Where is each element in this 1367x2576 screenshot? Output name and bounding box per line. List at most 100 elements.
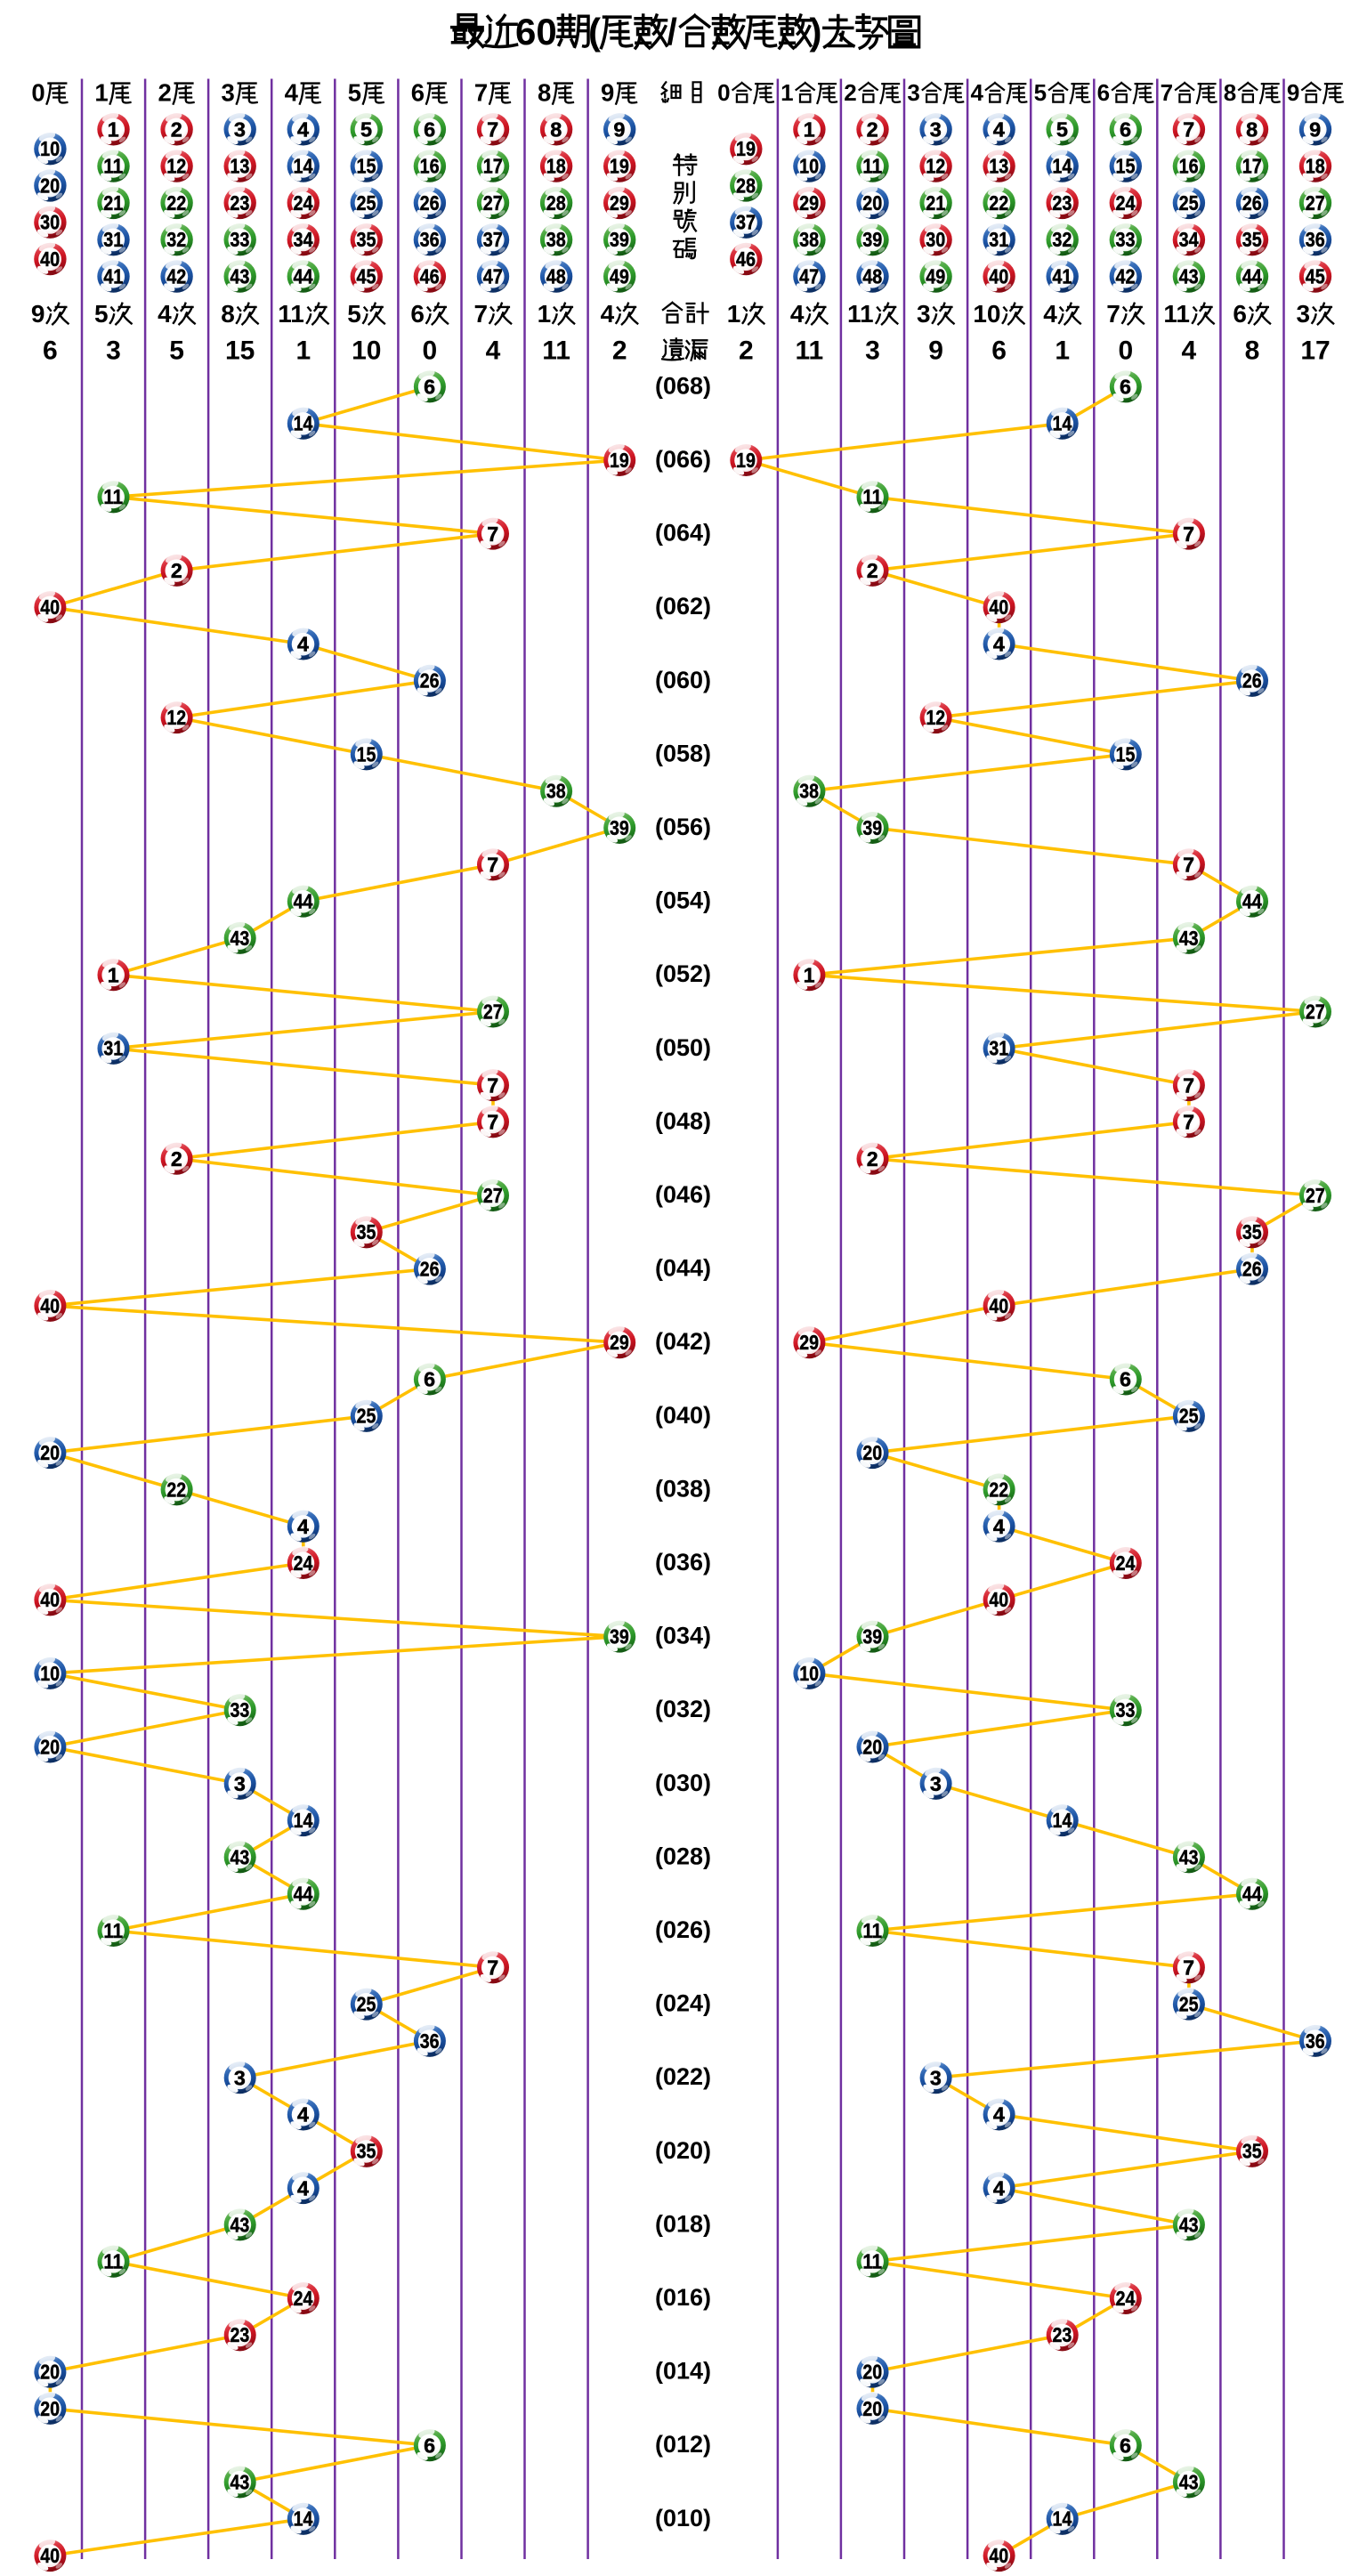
svg-text:33: 33: [1116, 228, 1136, 251]
svg-text:(054): (054): [655, 887, 711, 914]
svg-text:25: 25: [357, 191, 376, 215]
svg-text:29: 29: [610, 1331, 629, 1354]
svg-text:5: 5: [1056, 118, 1068, 142]
svg-text:14: 14: [1052, 155, 1072, 178]
svg-text:38: 38: [546, 228, 566, 251]
svg-text:7: 7: [487, 1111, 498, 1134]
svg-text:3: 3: [234, 2066, 246, 2089]
svg-text:4: 4: [993, 2103, 1005, 2126]
svg-text:31: 31: [103, 1037, 123, 1060]
svg-text:17: 17: [1300, 336, 1330, 366]
svg-text:4: 4: [285, 79, 299, 107]
svg-text:37: 37: [736, 211, 756, 234]
svg-text:18: 18: [546, 155, 566, 178]
svg-text:24: 24: [294, 2287, 313, 2310]
svg-text:44: 44: [1242, 1883, 1262, 1906]
svg-text:39: 39: [862, 816, 882, 839]
svg-text:16: 16: [1179, 155, 1199, 178]
svg-text:23: 23: [1053, 2323, 1072, 2346]
svg-text:41: 41: [103, 265, 123, 288]
svg-text:5: 5: [347, 300, 361, 328]
svg-text:(050): (050): [655, 1034, 711, 1061]
svg-text:14: 14: [1053, 2507, 1072, 2531]
svg-text:6: 6: [1097, 79, 1110, 106]
svg-text:4: 4: [158, 300, 172, 328]
svg-text:40: 40: [40, 1294, 60, 1317]
svg-text:27: 27: [483, 191, 503, 215]
svg-text:8: 8: [1246, 118, 1258, 142]
svg-text:(044): (044): [655, 1255, 711, 1282]
svg-text:6: 6: [1233, 300, 1247, 328]
svg-text:38: 38: [546, 780, 566, 803]
svg-text:9: 9: [928, 336, 943, 366]
svg-text:2: 2: [867, 118, 878, 142]
svg-text:25: 25: [1179, 1405, 1199, 1428]
svg-text:19: 19: [736, 449, 756, 472]
svg-text:11: 11: [1163, 300, 1190, 328]
svg-text:11: 11: [862, 155, 882, 178]
svg-text:26: 26: [1242, 1258, 1262, 1281]
svg-text:(012): (012): [655, 2431, 711, 2458]
svg-text:(032): (032): [655, 1696, 711, 1722]
svg-text:39: 39: [862, 228, 882, 251]
svg-text:20: 20: [862, 1735, 882, 1758]
svg-text:2: 2: [171, 118, 182, 142]
svg-text:6: 6: [991, 336, 1007, 366]
svg-text:47: 47: [799, 265, 819, 288]
svg-text:(068): (068): [655, 372, 711, 399]
svg-text:13: 13: [989, 155, 1008, 178]
svg-text:40: 40: [989, 1588, 1008, 1611]
svg-text:47: 47: [483, 265, 503, 288]
svg-text:48: 48: [862, 265, 882, 288]
svg-text:38: 38: [799, 228, 819, 251]
svg-text:42: 42: [166, 265, 186, 288]
svg-text:4: 4: [993, 2176, 1005, 2199]
svg-text:40: 40: [40, 2544, 60, 2567]
svg-text:35: 35: [1242, 2140, 1262, 2163]
svg-text:14: 14: [1053, 412, 1072, 435]
svg-text:2: 2: [844, 79, 856, 106]
svg-text:15: 15: [1116, 742, 1136, 766]
svg-text:7: 7: [487, 854, 498, 877]
svg-text:7: 7: [474, 300, 489, 328]
svg-text:4: 4: [993, 1515, 1005, 1538]
svg-text:40: 40: [989, 265, 1008, 288]
svg-text:(064): (064): [655, 520, 711, 547]
svg-text:5: 5: [94, 300, 109, 328]
svg-text:43: 43: [1179, 265, 1199, 288]
svg-text:31: 31: [989, 1037, 1008, 1060]
svg-text:24: 24: [294, 191, 313, 215]
svg-text:1: 1: [108, 963, 119, 986]
svg-text:43: 43: [231, 2470, 250, 2493]
svg-text:7: 7: [487, 1073, 498, 1097]
svg-text:3: 3: [930, 118, 942, 142]
svg-text:3: 3: [234, 118, 246, 142]
svg-text:12: 12: [926, 706, 945, 729]
svg-text:44: 44: [294, 1883, 313, 1906]
svg-text:10: 10: [40, 1662, 60, 1685]
svg-text:48: 48: [546, 265, 566, 288]
svg-text:(034): (034): [655, 1623, 711, 1649]
svg-text:7: 7: [474, 79, 488, 107]
svg-text:7: 7: [487, 118, 498, 142]
svg-text:38: 38: [799, 780, 819, 803]
svg-text:40: 40: [40, 247, 60, 271]
svg-text:29: 29: [610, 191, 629, 215]
svg-text:44: 44: [1242, 265, 1262, 288]
svg-text:20: 20: [862, 2397, 882, 2420]
svg-text:43: 43: [231, 2213, 250, 2236]
svg-text:3: 3: [865, 336, 880, 366]
svg-text:49: 49: [610, 265, 629, 288]
svg-text:30: 30: [40, 211, 60, 234]
svg-text:6: 6: [1120, 1368, 1131, 1391]
svg-text:1: 1: [94, 79, 108, 107]
svg-text:5: 5: [1034, 79, 1047, 106]
svg-text:9: 9: [613, 118, 625, 142]
svg-text:17: 17: [1242, 155, 1262, 178]
svg-text:15: 15: [1116, 155, 1136, 178]
svg-text:6: 6: [410, 300, 425, 328]
svg-text:0: 0: [423, 336, 438, 366]
svg-text:(016): (016): [655, 2284, 711, 2311]
svg-text:3: 3: [106, 336, 121, 366]
svg-text:43: 43: [1179, 2213, 1199, 2236]
